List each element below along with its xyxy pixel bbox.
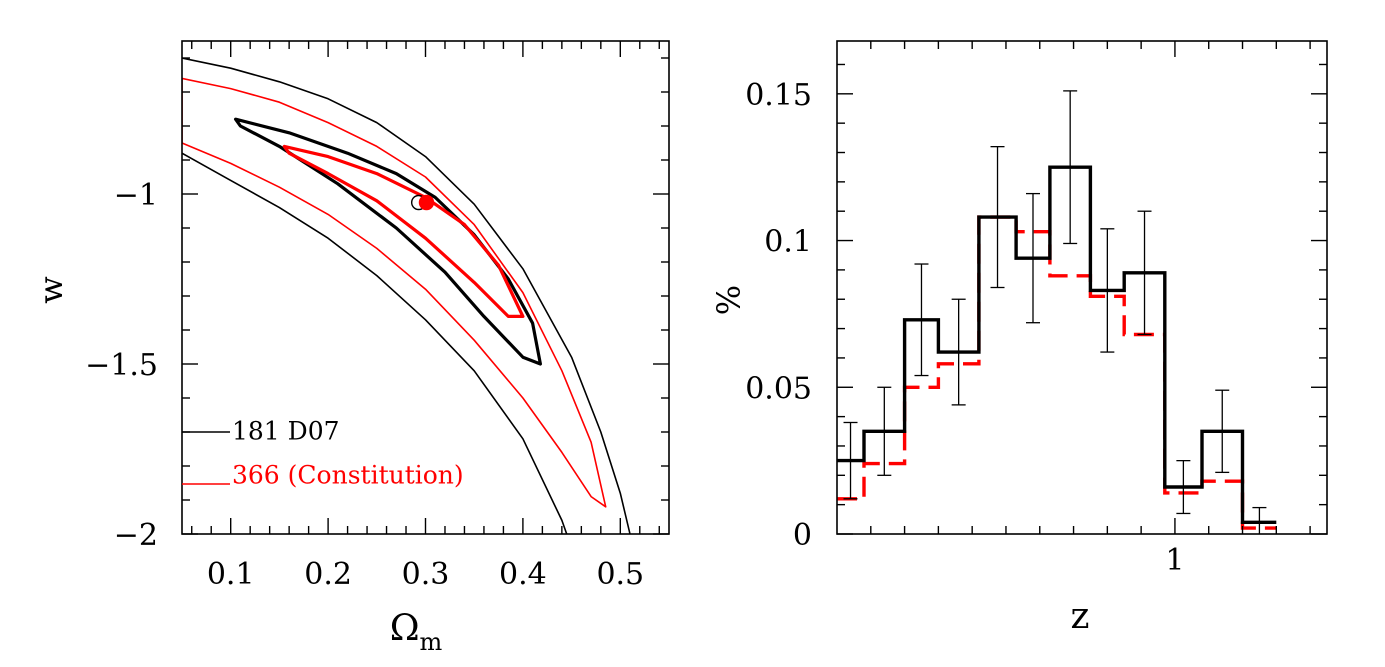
- histogram-plot-frame: [836, 40, 1328, 535]
- histogram-ytick-label: 0.05: [745, 371, 812, 406]
- histogram-d07-line: [837, 165, 1277, 524]
- legend-label-d07: 181 D07: [232, 417, 340, 446]
- contour-d07-68-: [234, 117, 543, 366]
- contour-ytick-label: −1.5: [85, 348, 158, 383]
- error-bar: [877, 386, 892, 476]
- contour-xtick-label: 0.4: [499, 557, 547, 592]
- contour-ytick-label: −2: [114, 518, 158, 553]
- contour-d07-95-lower: [182, 152, 568, 534]
- error-bar: [1026, 192, 1040, 324]
- contour-xtick-label: 0.2: [304, 557, 352, 592]
- histogram-ylabel: %: [710, 285, 748, 315]
- error-bar: [1176, 459, 1191, 515]
- histogram-ytick-label: 0.15: [745, 78, 812, 113]
- error-bar: [1215, 389, 1230, 474]
- contour-xtick-label: 0.3: [402, 557, 450, 592]
- error-bar: [951, 298, 966, 406]
- histogram-series: [837, 90, 1277, 534]
- contour-ytick-label: −1: [114, 178, 158, 213]
- contour-xtick-label: 0.5: [596, 557, 644, 592]
- histogram-tick-labels: 1 0 0.05 0.1 0.15: [745, 78, 1184, 578]
- histogram-xlabel: z: [1071, 596, 1090, 637]
- error-bar: [1063, 90, 1078, 245]
- contour-tick-labels: 0.1 0.2 0.3 0.4 0.5 −1 −1.5 −2: [85, 178, 644, 592]
- error-bar: [1100, 228, 1115, 353]
- error-bar: [1252, 506, 1267, 534]
- best-fit-markers: [410, 194, 435, 211]
- histogram-ytick-label: 0: [793, 518, 812, 553]
- contour-xtick-label: 0.1: [207, 557, 255, 592]
- contour-plot-frame: [181, 40, 670, 535]
- contour-d07-95-upper: [182, 57, 631, 534]
- contour-ylabel: w: [32, 276, 70, 303]
- legend-label-constitution: 366 (Constitution): [232, 461, 464, 490]
- contour-lines: [182, 57, 631, 534]
- contour-xlabel: Ωm: [390, 608, 443, 656]
- histogram-constitution-line: [837, 215, 1277, 530]
- best-fit-marker-constitution: [418, 194, 435, 211]
- contour-xlabel-main: Ω: [390, 608, 420, 649]
- contour-xlabel-subscript: m: [420, 628, 443, 656]
- histogram-axis-ticks: [837, 41, 1327, 535]
- contour-constitution-95-: [182, 77, 607, 508]
- error-bar: [990, 145, 1005, 289]
- error-bar: [1137, 210, 1152, 336]
- contour-constitution-68-: [282, 144, 525, 318]
- histogram-ytick-label: 0.1: [764, 225, 812, 260]
- histogram-panel: 1 0 0.05 0.1 0.15 % z: [710, 40, 1328, 637]
- error-bar: [843, 421, 858, 500]
- histogram-xtick-label: 1: [1165, 543, 1184, 578]
- contour-legend: 181 D07 366 (Constitution): [182, 417, 464, 490]
- error-bar: [914, 263, 929, 377]
- contour-panel: 0.1 0.2 0.3 0.4 0.5 −1 −1.5 −2 w Ωm 181 D07 366…: [32, 40, 670, 656]
- contour-axis-ticks: [182, 41, 669, 535]
